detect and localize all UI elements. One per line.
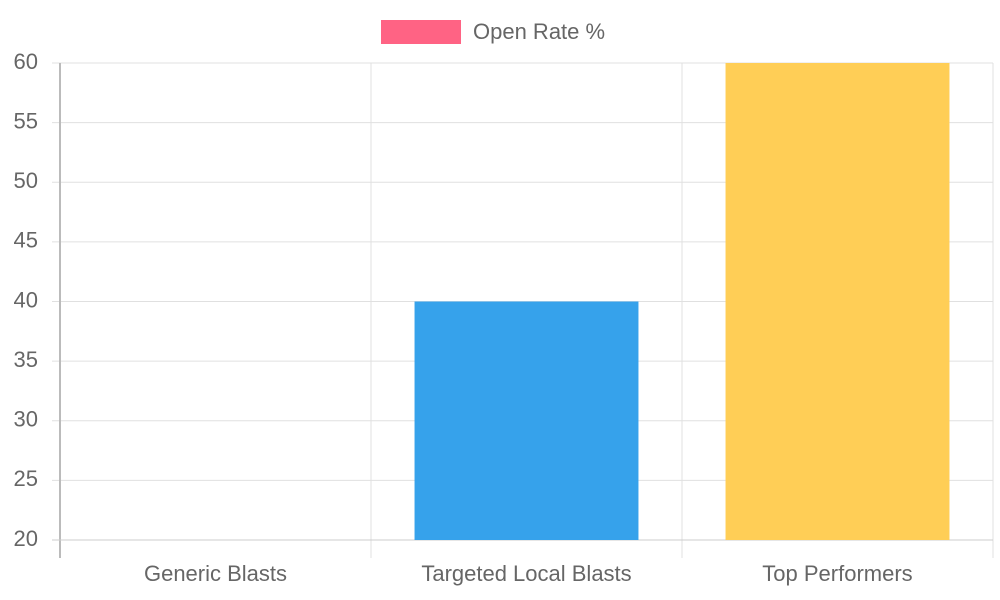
y-tick-label: 20 [14, 526, 38, 551]
y-tick-label: 45 [14, 228, 38, 253]
x-tick-label: Targeted Local Blasts [421, 561, 631, 586]
y-tick-label: 25 [14, 466, 38, 491]
y-tick-label: 35 [14, 347, 38, 372]
y-tick-label: 30 [14, 407, 38, 432]
bar [414, 301, 639, 540]
legend-swatch [381, 20, 461, 44]
y-tick-label: 40 [14, 287, 38, 312]
y-tick-label: 60 [14, 49, 38, 74]
x-tick-label: Generic Blasts [144, 561, 287, 586]
bar [725, 63, 950, 540]
x-tick-label: Top Performers [762, 561, 912, 586]
y-tick-label: 55 [14, 108, 38, 133]
legend-label[interactable]: Open Rate % [473, 19, 605, 44]
y-tick-label: 50 [14, 168, 38, 193]
